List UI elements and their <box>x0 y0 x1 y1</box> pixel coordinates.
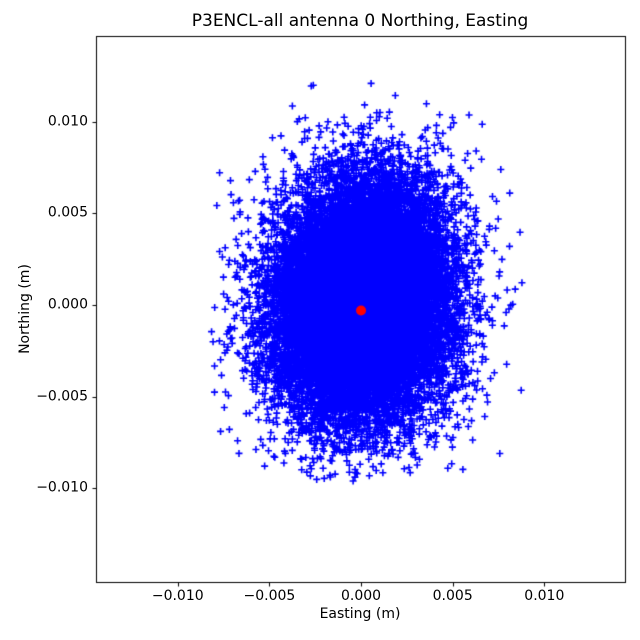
x-tick-label: 0.000 <box>341 588 382 604</box>
y-tick-label: −0.010 <box>36 480 88 497</box>
x-tick-label: 0.010 <box>524 588 565 604</box>
y-tick-label: 0.005 <box>47 205 88 222</box>
x-axis-label: Easting (m) <box>319 606 401 622</box>
y-tick-label: 0.010 <box>47 113 88 130</box>
y-tick-label: −0.005 <box>36 388 88 405</box>
y-tick-label: 0.000 <box>47 296 88 313</box>
chart-title: P3ENCL-all antenna 0 Northing, Easting <box>191 11 529 31</box>
x-tick-label: −0.005 <box>243 588 296 604</box>
x-tick-label: 0.005 <box>432 588 473 604</box>
x-tick-label: −0.010 <box>151 588 204 604</box>
